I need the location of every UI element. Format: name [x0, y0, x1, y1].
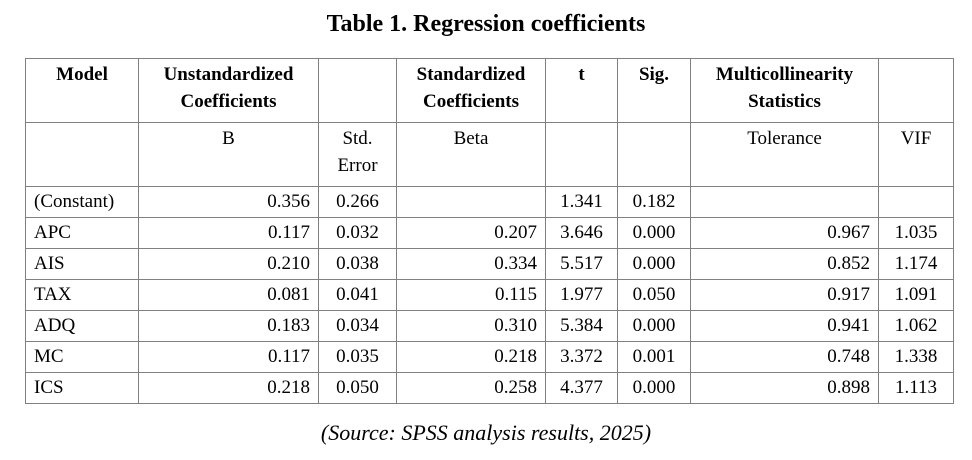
- cell-sig: 0.001: [617, 341, 691, 373]
- cell-beta: 0.258: [396, 372, 546, 404]
- cell-beta: [396, 186, 546, 218]
- subheader-beta: Beta: [396, 122, 546, 187]
- cell-sig: 0.182: [617, 186, 691, 218]
- cell-sig: 0.050: [617, 279, 691, 311]
- cell-t: 5.384: [545, 310, 618, 342]
- cell-t: 1.977: [545, 279, 618, 311]
- cell-t: 1.341: [545, 186, 618, 218]
- cell-tolerance: 0.917: [690, 279, 879, 311]
- cell-t: 3.372: [545, 341, 618, 373]
- header-row-sub: B Std. Error Beta Tolerance VIF: [25, 122, 954, 187]
- subheader-spacer-model: [25, 122, 139, 187]
- header-row-groups: Model Unstandardized Coefficients Standa…: [25, 58, 954, 123]
- cell-t: 3.646: [545, 217, 618, 249]
- table-row-ics: ICS 0.218 0.050 0.258 4.377 0.000 0.898 …: [25, 372, 954, 404]
- cell-vif: 1.174: [878, 248, 954, 280]
- cell-b: 0.210: [138, 248, 319, 280]
- cell-model: (Constant): [25, 186, 139, 218]
- subheader-tolerance: Tolerance: [690, 122, 879, 187]
- cell-sig: 0.000: [617, 372, 691, 404]
- source-note: (Source: SPSS analysis results, 2025): [320, 420, 652, 445]
- cell-tolerance: 0.967: [690, 217, 879, 249]
- cell-model: AIS: [25, 248, 139, 280]
- cell-b: 0.081: [138, 279, 319, 311]
- cell-sig: 0.000: [617, 248, 691, 280]
- table-row-constant: (Constant) 0.356 0.266 1.341 0.182: [25, 186, 954, 218]
- table-row-adq: ADQ 0.183 0.034 0.310 5.384 0.000 0.941 …: [25, 310, 954, 342]
- cell-std-error: 0.266: [318, 186, 397, 218]
- cell-vif: [878, 186, 954, 218]
- subheader-b: B: [138, 122, 319, 187]
- cell-beta: 0.334: [396, 248, 546, 280]
- cell-std-error: 0.041: [318, 279, 397, 311]
- header-t: t: [545, 58, 618, 123]
- cell-b: 0.117: [138, 217, 319, 249]
- cell-std-error: 0.032: [318, 217, 397, 249]
- cell-model: ADQ: [25, 310, 139, 342]
- cell-std-error: 0.038: [318, 248, 397, 280]
- cell-tolerance: 0.898: [690, 372, 879, 404]
- cell-std-error: 0.050: [318, 372, 397, 404]
- table-title: Table 1. Regression coefficients: [326, 11, 646, 37]
- cell-model: APC: [25, 217, 139, 249]
- subheader-std-error: Std. Error: [318, 122, 397, 187]
- header-spacer-vif: [878, 58, 954, 123]
- cell-t: 5.517: [545, 248, 618, 280]
- table-row-mc: MC 0.117 0.035 0.218 3.372 0.001 0.748 1…: [25, 341, 954, 373]
- regression-table: Model Unstandardized Coefficients Standa…: [25, 58, 954, 404]
- cell-tolerance: [690, 186, 879, 218]
- subheader-spacer-sig: [617, 122, 691, 187]
- subheader-vif: VIF: [878, 122, 954, 187]
- cell-b: 0.117: [138, 341, 319, 373]
- cell-vif: 1.091: [878, 279, 954, 311]
- cell-std-error: 0.034: [318, 310, 397, 342]
- cell-sig: 0.000: [617, 217, 691, 249]
- cell-model: ICS: [25, 372, 139, 404]
- cell-vif: 1.062: [878, 310, 954, 342]
- cell-vif: 1.113: [878, 372, 954, 404]
- header-multicollinearity-statistics: Multicollinearity Statistics: [690, 58, 879, 123]
- header-model: Model: [25, 58, 139, 123]
- cell-vif: 1.035: [878, 217, 954, 249]
- cell-model: TAX: [25, 279, 139, 311]
- cell-beta: 0.207: [396, 217, 546, 249]
- cell-beta: 0.218: [396, 341, 546, 373]
- cell-tolerance: 0.852: [690, 248, 879, 280]
- cell-tolerance: 0.748: [690, 341, 879, 373]
- cell-b: 0.218: [138, 372, 319, 404]
- header-sig: Sig.: [617, 58, 691, 123]
- cell-b: 0.356: [138, 186, 319, 218]
- cell-beta: 0.310: [396, 310, 546, 342]
- cell-model: MC: [25, 341, 139, 373]
- header-standardized-coefficients: Standardized Coefficients: [396, 58, 546, 123]
- subheader-spacer-t: [545, 122, 618, 187]
- table-row-tax: TAX 0.081 0.041 0.115 1.977 0.050 0.917 …: [25, 279, 954, 311]
- header-spacer-std-error: [318, 58, 397, 123]
- cell-vif: 1.338: [878, 341, 954, 373]
- table-row-ais: AIS 0.210 0.038 0.334 5.517 0.000 0.852 …: [25, 248, 954, 280]
- cell-beta: 0.115: [396, 279, 546, 311]
- header-unstandardized-coefficients: Unstandardized Coefficients: [138, 58, 319, 123]
- cell-tolerance: 0.941: [690, 310, 879, 342]
- cell-sig: 0.000: [617, 310, 691, 342]
- table-row-apc: APC 0.117 0.032 0.207 3.646 0.000 0.967 …: [25, 217, 954, 249]
- cell-t: 4.377: [545, 372, 618, 404]
- cell-b: 0.183: [138, 310, 319, 342]
- cell-std-error: 0.035: [318, 341, 397, 373]
